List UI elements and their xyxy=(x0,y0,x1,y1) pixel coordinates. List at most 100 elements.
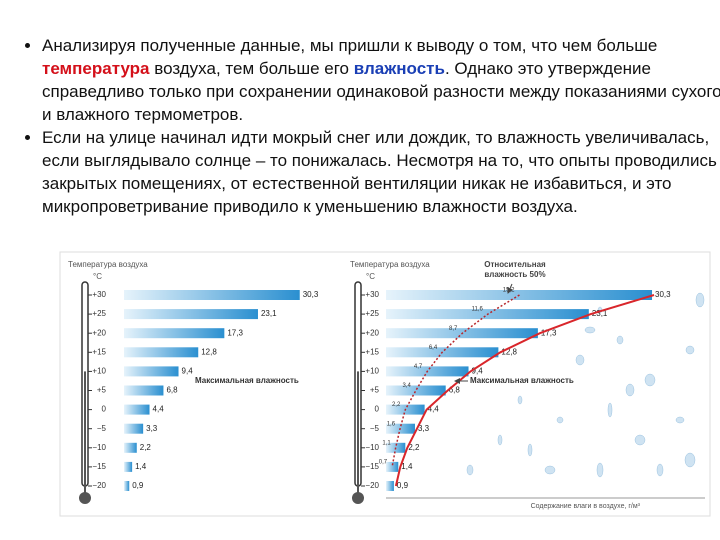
category-label: +20 xyxy=(365,328,379,337)
droplet xyxy=(684,452,696,468)
bar xyxy=(386,385,446,396)
bar xyxy=(124,366,179,377)
text: Анализируя полученные данные, мы пришли … xyxy=(42,36,658,55)
value-label: 8,7 xyxy=(449,326,458,332)
value-label: 2,2 xyxy=(392,402,401,408)
line xyxy=(391,294,520,468)
value-label: 17,3 xyxy=(541,328,557,337)
value-label: 4,4 xyxy=(153,405,165,414)
droplet xyxy=(685,345,695,355)
text-list: Анализируя полученные данные, мы пришли … xyxy=(22,34,720,218)
droplet xyxy=(497,434,503,446)
value-label: 1,6 xyxy=(387,421,396,427)
value-label: 1,4 xyxy=(135,462,147,471)
paragraph: Если на улице начинал идти мокрый снег и… xyxy=(42,126,720,218)
droplet xyxy=(634,434,646,446)
text: воздуха, тем больше его xyxy=(149,59,354,78)
value-label: 23,1 xyxy=(261,309,277,318)
category-label: +30 xyxy=(92,290,106,299)
value-label: 3,4 xyxy=(403,383,412,389)
category-label: −5 xyxy=(97,424,107,433)
series-annotation: Максимальная влажность xyxy=(195,376,299,385)
value-label: 0,7 xyxy=(379,459,388,465)
highlight: температура xyxy=(42,59,150,78)
category-label: −5 xyxy=(370,424,380,433)
value-label: 17,3 xyxy=(227,328,243,337)
category-label: −15 xyxy=(92,462,106,471)
thermometer-bulb xyxy=(352,492,364,504)
bar xyxy=(124,404,150,415)
value-label: 2,2 xyxy=(140,443,152,452)
frame xyxy=(59,251,711,517)
category-label: −10 xyxy=(365,443,379,452)
droplet xyxy=(644,373,656,387)
category-label: +10 xyxy=(365,367,379,376)
bar xyxy=(124,423,144,434)
droplet xyxy=(544,465,556,475)
chart-title: Температура воздуха xyxy=(350,260,430,269)
text: Если на улице начинал идти мокрый снег и… xyxy=(42,128,720,216)
category-label: +10 xyxy=(92,367,106,376)
annotation: Относительная влажность 50% xyxy=(484,260,546,279)
max-curve xyxy=(394,294,655,487)
bar xyxy=(386,481,394,491)
droplet xyxy=(527,443,533,457)
value-label: 6,8 xyxy=(449,386,461,395)
category-label: +25 xyxy=(92,309,106,318)
category-label: +5 xyxy=(370,386,380,395)
value-label: 9,4 xyxy=(472,367,484,376)
droplet xyxy=(596,462,604,478)
unit: °С xyxy=(366,272,375,281)
bar xyxy=(124,328,225,339)
category-label: +15 xyxy=(92,347,106,356)
value-label: 4,4 xyxy=(428,405,440,414)
bar xyxy=(124,290,300,300)
category-label: −20 xyxy=(365,481,379,490)
unit: °С xyxy=(93,272,102,281)
droplet xyxy=(607,402,613,418)
droplet xyxy=(556,416,564,424)
value-label: 0,9 xyxy=(397,481,409,490)
category-label: −15 xyxy=(365,462,379,471)
value-label: 23,1 xyxy=(592,309,608,318)
droplet xyxy=(675,416,685,424)
value-label: 12,8 xyxy=(201,347,217,356)
thermometer-fill xyxy=(84,371,86,494)
value-label: 2,2 xyxy=(408,443,420,452)
droplet xyxy=(625,383,635,397)
droplet xyxy=(616,335,624,345)
category-label: 0 xyxy=(375,405,380,414)
value-label: 11,6 xyxy=(472,307,484,313)
highlight: влажность xyxy=(353,59,445,78)
series-annotation: Максимальная влажность xyxy=(470,376,574,385)
value-label: 12,8 xyxy=(501,347,517,356)
category-label: +20 xyxy=(92,328,106,337)
category-label: +15 xyxy=(365,347,379,356)
bar xyxy=(124,442,137,453)
droplet xyxy=(575,354,585,366)
category-label: −10 xyxy=(92,443,106,452)
text: . Однако это утверждение справедливо тол… xyxy=(42,59,720,124)
value-label: 30,3 xyxy=(655,290,671,299)
value-label: 6,8 xyxy=(166,386,178,395)
value-label: 6,4 xyxy=(429,345,438,351)
bar xyxy=(124,461,133,472)
arrow xyxy=(507,283,513,294)
value-label: 9,4 xyxy=(182,367,194,376)
droplet xyxy=(584,326,596,334)
droplet xyxy=(466,464,474,476)
droplet xyxy=(656,463,664,477)
bar xyxy=(386,461,399,472)
value-label: 0,9 xyxy=(132,481,144,490)
thermometer-fill xyxy=(357,371,359,494)
category-label: +30 xyxy=(365,290,379,299)
x-axis-label: Содержание влаги в воздухе, г/м³ xyxy=(531,503,641,510)
category-label: +25 xyxy=(365,309,379,318)
value-label: 1,4 xyxy=(401,462,413,471)
value-label: 30,3 xyxy=(303,290,319,299)
category-label: 0 xyxy=(102,405,107,414)
paragraph: Анализируя полученные данные, мы пришли … xyxy=(42,34,720,126)
thermometer-bulb xyxy=(79,492,91,504)
